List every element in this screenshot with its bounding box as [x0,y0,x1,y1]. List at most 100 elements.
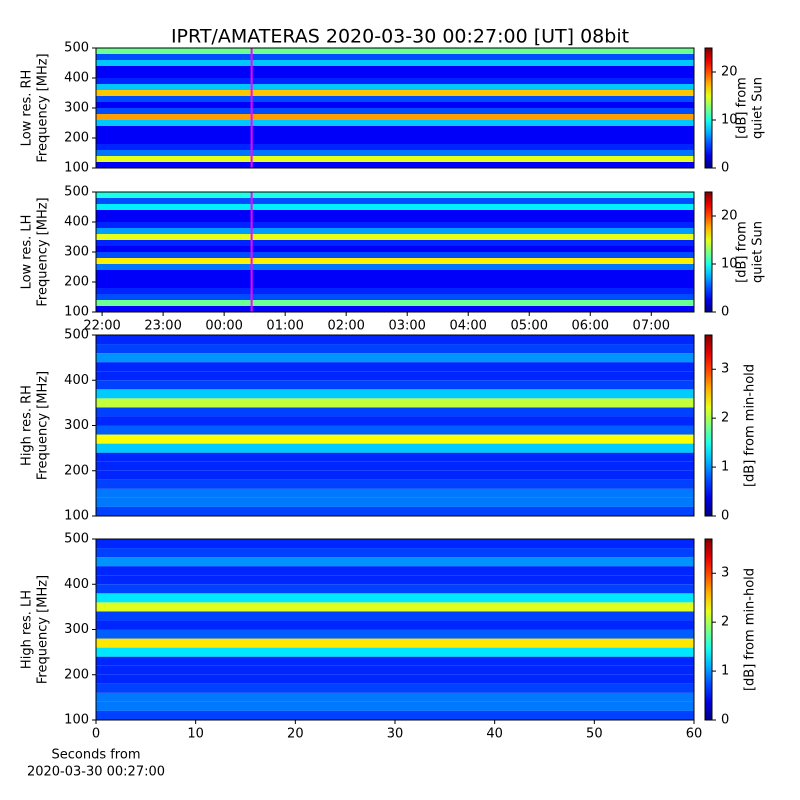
x-tick-label: 01:00 [266,319,303,334]
heatmap-cell [96,210,694,216]
colorbar-tick-label: 2 [721,411,729,426]
heatmap-cell [96,416,694,426]
y-axis-label: Frequency [MHz] [36,371,51,480]
colorbar-tick-label: 10 [721,257,738,272]
x-tick-label: 07:00 [633,319,670,334]
x-tick-label: 04:00 [449,319,486,334]
y-axis-label: Frequency [MHz] [36,197,51,306]
x-tick-label: 10 [187,727,204,742]
heatmap-cell [96,306,694,312]
colorbar-tick-label: 3 [721,566,729,581]
heatmap-cell [96,162,694,168]
colorbar-label: [dB] from [735,77,750,139]
x-tick-label: 20 [287,727,304,742]
x-tick-label: 03:00 [388,319,425,334]
heatmap-cell [96,593,694,603]
heatmap-cell [96,66,694,72]
x-tick-label: 05:00 [511,319,548,334]
heatmap-cell [96,470,694,480]
heatmap-cell [96,461,694,471]
heatmap-cell [96,228,694,234]
heatmap-cell [96,270,694,276]
colorbar [704,47,713,169]
y-tick-label: 200 [64,463,89,478]
y-tick-label: 300 [64,245,89,260]
heatmap-cell [96,102,694,108]
heatmap-cell [96,60,694,66]
y-tick-label: 400 [64,373,89,388]
colorbar [704,538,713,721]
heatmap-cell [96,638,694,648]
heatmap-cell [96,282,694,288]
x-axis-label: Seconds from [51,748,140,763]
heatmap-cell [96,276,694,282]
heatmap-cell [96,497,694,507]
y-tick-label: 300 [64,418,89,433]
heatmap-cell [96,252,694,258]
heatmap-cell [96,84,694,90]
y-tick-label: 500 [64,532,89,547]
y-tick-label: 300 [64,101,89,116]
heatmap-cell [96,620,694,630]
heatmap-cell [96,629,694,639]
colorbar-tick-label: 0 [721,305,729,320]
heatmap-cell [96,584,694,594]
heatmap-cell [96,114,694,120]
y-tick-label: 100 [64,305,89,320]
colorbar-tick-label: 20 [721,209,738,224]
colorbar-label: [dB] from min-hold [743,364,758,487]
colorbar-tick-label: 0 [721,509,729,524]
colorbar-label: quiet Sun [751,221,766,283]
x-tick-label: 23:00 [144,319,181,334]
heatmap-cell [96,240,694,246]
colorbar-label: quiet Sun [751,77,766,139]
heatmap-cell [96,144,694,150]
heatmap-cell [96,258,694,264]
y-tick-label: 500 [64,41,89,56]
y-tick-label: 100 [64,713,89,728]
heatmap-cell [96,506,694,516]
x-tick-label: 50 [586,727,603,742]
y-axis-label: Frequency [MHz] [36,575,51,684]
heatmap-cell [96,264,694,270]
y-axis-label: High res. RH [20,385,35,466]
y-tick-label: 400 [64,71,89,86]
heatmap-cell [96,108,694,114]
colorbar-tick-label: 2 [721,615,729,630]
y-axis-label: High res. LH [20,590,35,669]
x-tick-label: 02:00 [327,319,364,334]
y-axis-label: Frequency [MHz] [36,53,51,162]
heatmap-cell [96,479,694,489]
heatmap-cell [96,198,694,204]
y-tick-label: 200 [64,667,89,682]
heatmap-cell [96,222,694,228]
heatmap-cell [96,300,694,306]
heatmap-cell [96,216,694,222]
heatmap-cell [96,701,694,711]
heatmap-cell [96,138,694,144]
heatmap-cell [96,539,694,549]
y-axis-label: Low res. RH [20,70,35,147]
x-tick-label: 30 [387,727,404,742]
heatmap-cell [96,398,694,408]
figure-title: IPRT/AMATERAS 2020-03-30 00:27:00 [UT] 0… [171,26,629,48]
x-tick-label: 0 [92,727,100,742]
x-tick-label: 06:00 [572,319,609,334]
y-tick-label: 400 [64,577,89,592]
heatmap-cell [96,294,694,300]
y-tick-label: 200 [64,131,89,146]
heatmap-cell [96,362,694,372]
heatmap-cell [96,132,694,138]
heatmap-cell [96,557,694,567]
colorbar-tick-label: 1 [721,664,729,679]
colorbar-tick-label: 3 [721,362,729,377]
y-tick-label: 100 [64,161,89,176]
colorbar [704,191,713,313]
x-tick-label: 40 [486,727,503,742]
heatmap-cell [96,48,694,54]
heatmap-cell [96,353,694,363]
heatmap-cell [96,234,694,240]
heatmap-cell [96,488,694,498]
heatmap-cell [96,156,694,162]
